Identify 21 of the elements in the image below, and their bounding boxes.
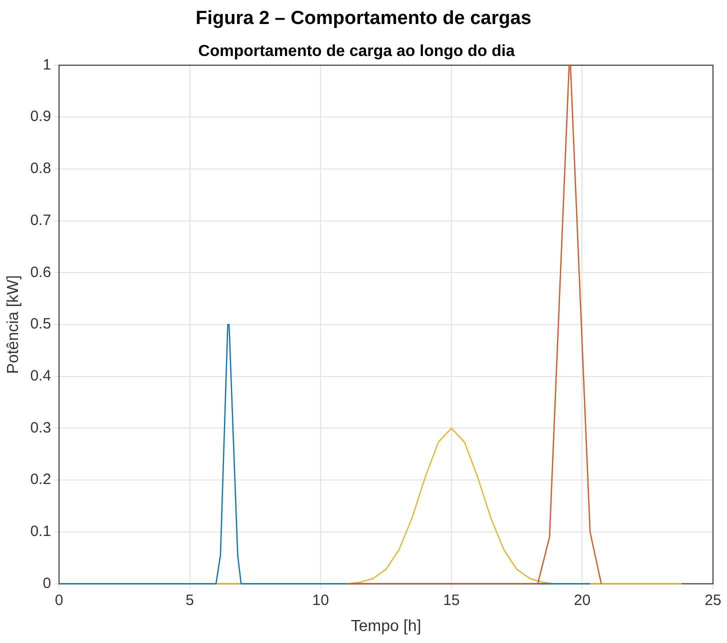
x-tick-label: 0 bbox=[54, 592, 64, 609]
y-tick-label: 0.3 bbox=[30, 419, 52, 436]
chart-title: Figura 2 – Comportamento de cargas bbox=[194, 8, 532, 30]
y-tick-label: 0.2 bbox=[30, 471, 52, 488]
y-tick-label: 0.8 bbox=[30, 160, 52, 178]
y-tick-label: 0.1 bbox=[30, 523, 52, 540]
x-tick-label: 5 bbox=[186, 592, 194, 609]
x-tick-label: 20 bbox=[574, 592, 591, 609]
y-tick-label: 0.5 bbox=[30, 316, 52, 333]
x-tick-label: 15 bbox=[443, 592, 460, 609]
y-tick-label: 0.9 bbox=[30, 108, 52, 126]
chart-subtitle: Comportamento de carga ao longo do dia bbox=[198, 43, 515, 60]
y-tick-label: 1 bbox=[42, 56, 52, 74]
x-axis-title: Tempo [h] bbox=[350, 618, 422, 635]
x-tick-label: 10 bbox=[312, 592, 329, 609]
y-axis-title: Potência [kW] bbox=[5, 275, 22, 374]
y-tick-label: 0.7 bbox=[30, 212, 52, 229]
y-tick-label: 0.6 bbox=[30, 264, 52, 281]
y-tick-label: 0 bbox=[42, 574, 52, 592]
x-tick-label: 25 bbox=[704, 592, 722, 609]
y-tick-label: 0.4 bbox=[30, 368, 52, 384]
